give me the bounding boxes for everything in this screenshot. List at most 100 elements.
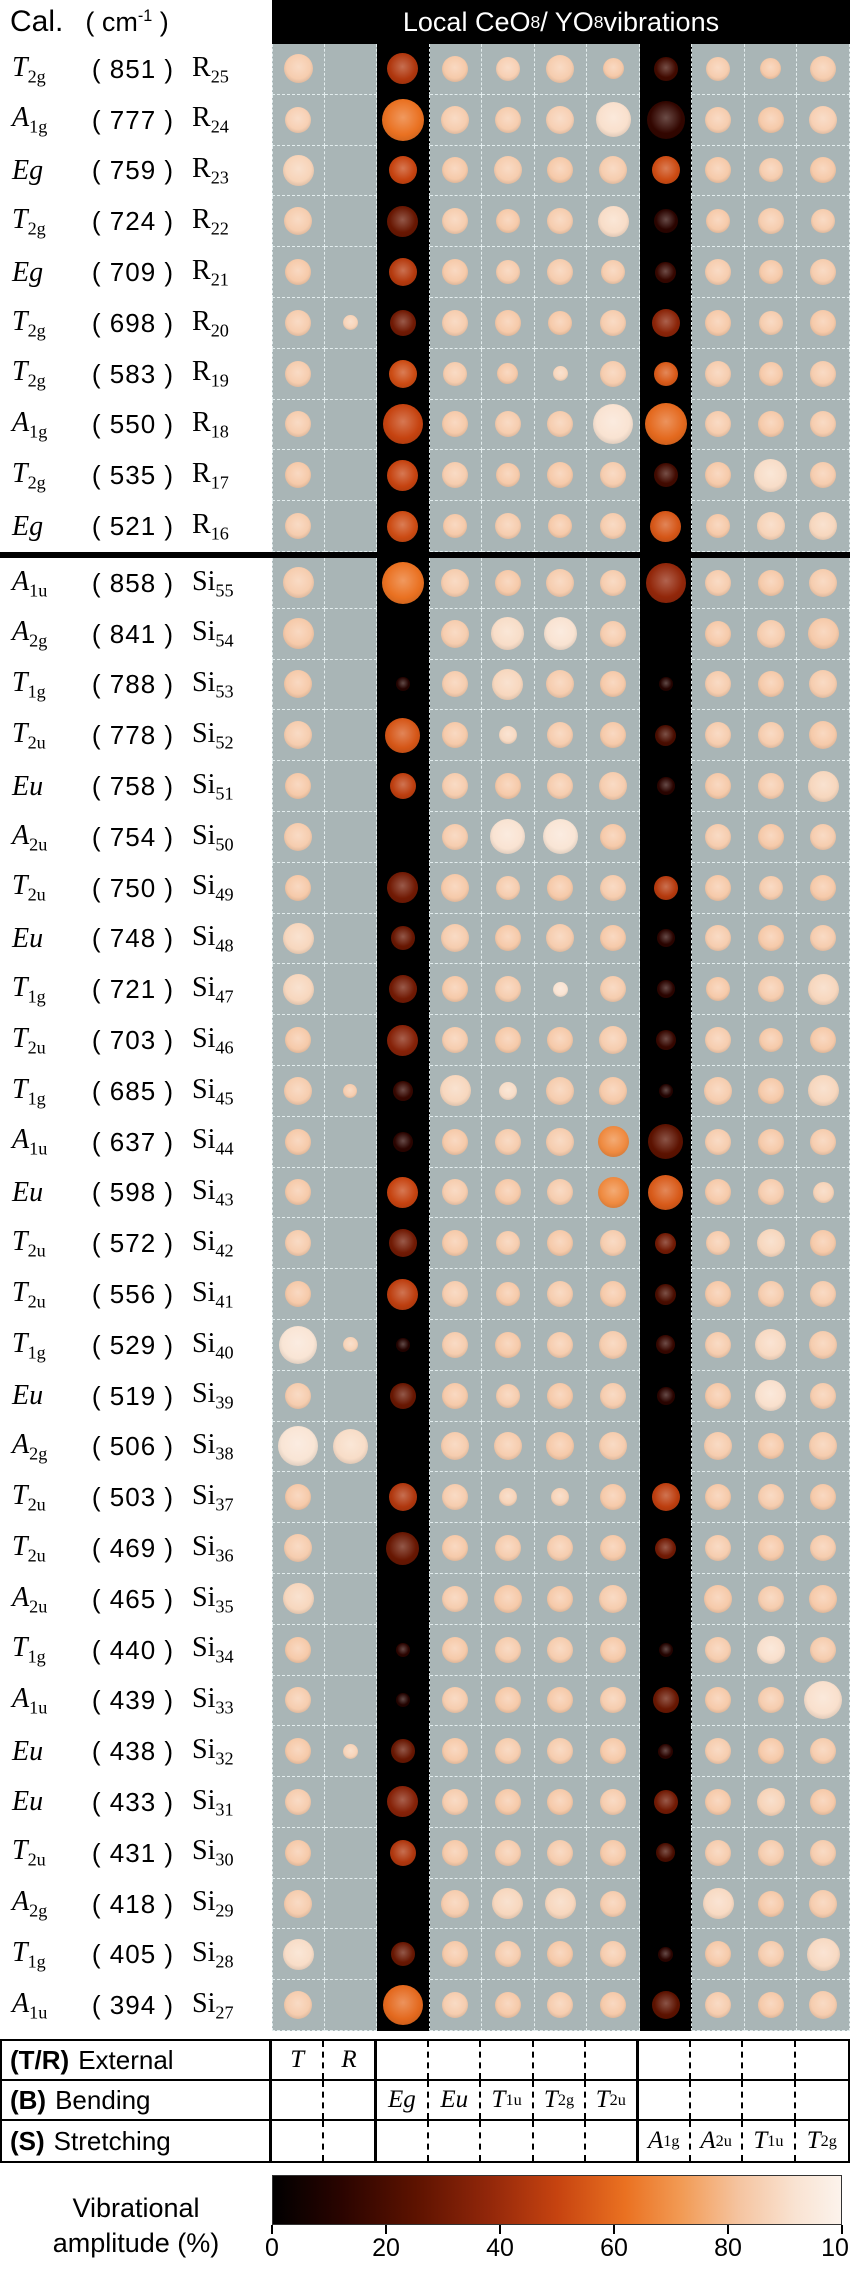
amplitude-bubble <box>705 1636 732 1663</box>
amplitude-bubble <box>442 1382 469 1409</box>
amplitude-bubble <box>546 568 575 597</box>
grid-cell <box>797 1065 850 1117</box>
grid-cell <box>324 399 378 451</box>
grid-cell <box>482 1827 535 1879</box>
row-cells <box>272 1472 850 1524</box>
grid-cell <box>797 501 850 552</box>
amplitude-bubble <box>810 1281 837 1308</box>
colorbar-block: Vibrational amplitude (%) 0 20 40 60 80 100 <box>0 2175 850 2265</box>
grid-cell <box>744 1319 798 1371</box>
grid-cell <box>797 659 850 711</box>
mode-row-r25: T2g ( 851 ) R25 <box>0 44 850 95</box>
grid-title: Local CeO 8 / YO 8 vibrations <box>272 0 850 44</box>
grid-cell <box>692 297 745 349</box>
grid-cell <box>324 1421 378 1473</box>
amplitude-bubble <box>495 56 520 81</box>
amplitude-bubble <box>809 1330 838 1359</box>
grid-cell <box>639 862 693 914</box>
amplitude-bubble <box>705 106 732 133</box>
mode-id: Si48 <box>192 921 234 956</box>
grid-cell <box>587 862 640 914</box>
amplitude-bubble <box>600 1636 627 1663</box>
grid-cell <box>587 1878 640 1930</box>
amplitude-bubble <box>343 1083 358 1098</box>
mode-row-si48: Eu ( 748 ) Si48 <box>0 913 850 965</box>
amplitude-bubble <box>658 1083 673 1098</box>
grid-cell <box>482 1523 535 1574</box>
amplitude-bubble <box>492 1888 524 1920</box>
grid-cell <box>534 1726 588 1778</box>
grid-cell <box>482 196 535 248</box>
section-divider <box>0 551 850 558</box>
grid-cell <box>324 761 378 812</box>
grid-title-post: vibrations <box>603 6 720 37</box>
grid-cell <box>482 862 535 914</box>
grid-cell <box>692 196 745 248</box>
mode-id: Si53 <box>192 667 234 702</box>
mode-id: Si49 <box>192 870 234 905</box>
amplitude-bubble <box>547 208 574 235</box>
grid-cell <box>587 44 640 95</box>
grid-cell <box>272 1065 325 1117</box>
amplitude-bubble <box>705 1941 732 1968</box>
frequency-value: ( 777 ) <box>91 104 175 135</box>
symmetry-label: Eu <box>12 1735 44 1767</box>
grid-cell <box>534 1015 588 1066</box>
amplitude-bubble <box>284 822 313 851</box>
grid-cell <box>744 1726 798 1778</box>
amplitude-bubble <box>600 1788 627 1815</box>
row-cells <box>272 862 850 914</box>
legend-cell <box>272 2121 325 2162</box>
amplitude-bubble <box>704 1584 733 1613</box>
unit-post: ) <box>152 6 169 37</box>
amplitude-bubble <box>757 773 784 800</box>
amplitude-bubble <box>705 569 732 596</box>
amplitude-bubble <box>651 1991 680 2020</box>
amplitude-bubble <box>757 1128 784 1155</box>
grid-cell <box>797 1523 850 1574</box>
grid-cell <box>639 1523 693 1574</box>
grid-cell <box>587 1065 640 1117</box>
grid-cell <box>797 196 850 248</box>
symmetry-label: A1u <box>12 1987 48 2023</box>
grid-cell <box>429 1827 483 1879</box>
row-cells <box>272 1523 850 1574</box>
amplitude-bubble <box>547 1535 574 1561</box>
grid-cell <box>797 399 850 451</box>
grid-cell <box>587 1421 640 1473</box>
amplitude-bubble <box>644 403 687 446</box>
amplitude-bubble <box>600 1382 627 1409</box>
grid-cell <box>534 196 588 248</box>
amplitude-bubble <box>653 56 678 81</box>
amplitude-bubble <box>599 1432 628 1461</box>
grid-cell <box>534 1370 588 1422</box>
legend-cell <box>324 2081 377 2120</box>
amplitude-bubble <box>494 773 521 800</box>
amplitude-bubble <box>758 310 783 335</box>
grid-cell <box>639 1878 693 1930</box>
legend-cell: T 1u <box>743 2121 796 2162</box>
grid-cell <box>429 862 483 914</box>
grid-cell <box>377 964 430 1016</box>
row-label: T2g ( 724 ) R22 <box>0 196 272 248</box>
row-label: Eg ( 759 ) R23 <box>0 145 272 197</box>
grid-cell <box>587 297 640 349</box>
amplitude-bubble <box>442 1941 469 1968</box>
amplitude-bubble <box>705 1839 732 1866</box>
legend-cell <box>796 2081 848 2119</box>
grid-cell <box>744 913 798 965</box>
grid-cell <box>639 811 693 863</box>
amplitude-bubble <box>285 1179 312 1206</box>
amplitude-bubble <box>706 514 731 539</box>
grid-cell <box>482 348 535 400</box>
grid-cell <box>429 145 483 197</box>
grid-cell <box>377 1929 430 1981</box>
legend-cell: T <box>272 2041 325 2080</box>
grid-cell <box>744 1827 798 1879</box>
colorbar-tick-label: 40 <box>486 2234 514 2263</box>
amplitude-bubble <box>542 819 578 855</box>
amplitude-bubble <box>442 1179 469 1206</box>
amplitude-bubble <box>388 975 417 1004</box>
row-label: Eu ( 758 ) Si51 <box>0 761 272 812</box>
mode-row-si50: A2u ( 754 ) Si50 <box>0 811 850 863</box>
